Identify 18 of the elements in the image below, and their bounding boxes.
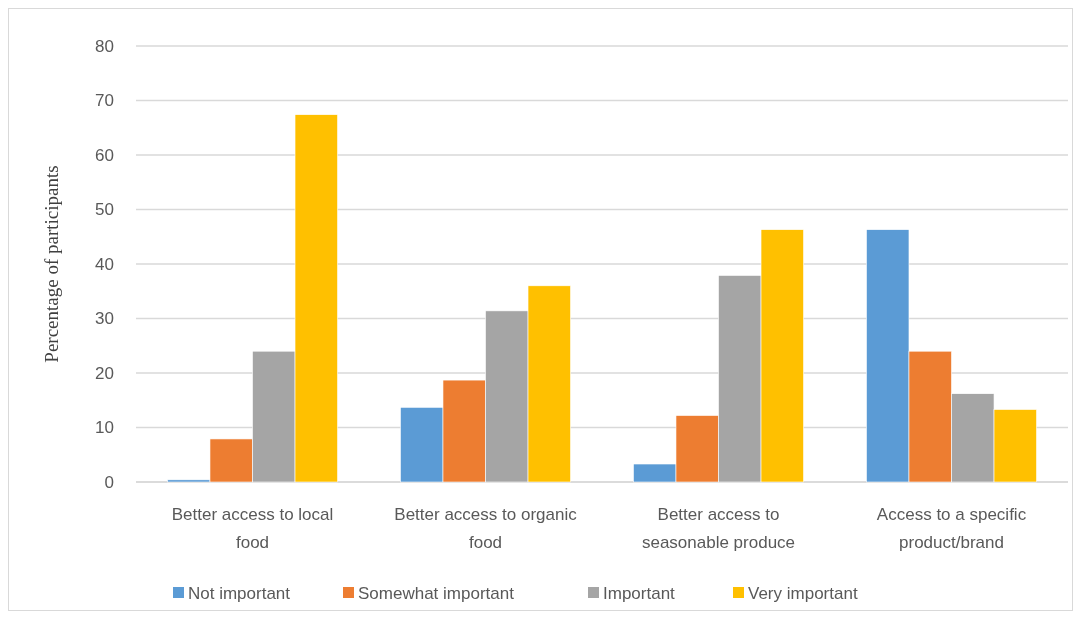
x-tick-label: Access to a specific product/brand	[876, 505, 1027, 552]
y-tick-label: 50	[95, 200, 114, 220]
legend-label: Very important	[748, 583, 858, 603]
x-tick-label: Better access to organic food	[394, 505, 578, 552]
x-tick-label: Better access to local food	[171, 505, 334, 552]
y-tick-label: 80	[95, 36, 114, 56]
y-tick-label: 10	[95, 418, 114, 438]
legend-label: Not important	[188, 583, 291, 603]
y-tick-label: 60	[95, 145, 114, 165]
y-tick-label: 0	[104, 472, 114, 492]
y-tick-label: 30	[95, 309, 114, 329]
legend-label: Important	[603, 583, 676, 603]
legend-label: Somewhat important	[358, 583, 515, 603]
x-tick-label: Better access to seasonable produce	[641, 505, 796, 552]
y-tick-label: 20	[95, 363, 114, 383]
y-tick-label: 70	[95, 91, 114, 111]
y-tick-label: 40	[95, 254, 114, 274]
y-axis-title: Percentage of participants	[41, 165, 62, 363]
